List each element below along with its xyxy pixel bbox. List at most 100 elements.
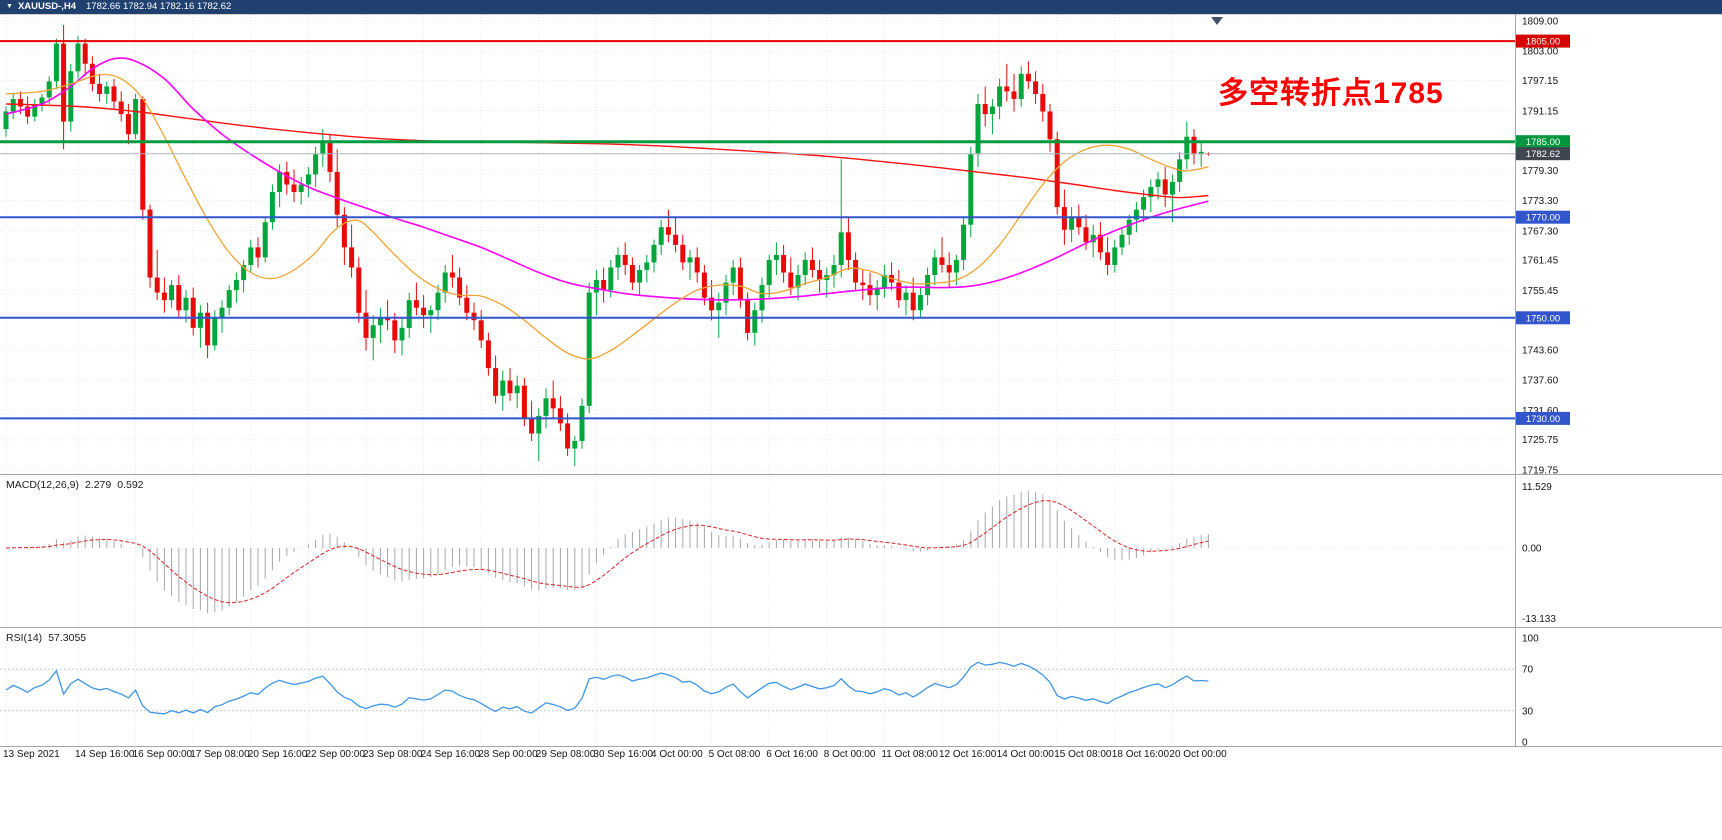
candle-bull [370, 315, 376, 361]
candle-bear [1097, 222, 1103, 260]
price-tick-label: 1809.00 [1522, 17, 1559, 28]
candle-bear [82, 38, 88, 77]
candle-bull [313, 146, 319, 187]
macd-axis-label: 11.529 [1522, 482, 1552, 493]
candle-bear [334, 149, 340, 228]
rsi-name: RSI(14) [6, 632, 43, 644]
candle-bear [507, 368, 513, 401]
chart-shift-marker-icon[interactable] [1211, 17, 1223, 25]
candle-bull [1112, 239, 1118, 273]
candle-bull [932, 249, 938, 286]
candle-bull [759, 277, 765, 323]
time-label: 16 Sep 00:00 [133, 749, 193, 760]
candle-bull [305, 166, 311, 198]
candle-bear [1105, 237, 1111, 275]
candle-bear [147, 204, 153, 288]
price-tag-1770.00[interactable]: 1770.00 [1516, 210, 1570, 224]
rsi-indicator-label: RSI(14) 57.3055 [6, 632, 86, 644]
candle-bear [601, 267, 607, 303]
annotation-text[interactable]: 多空转折点1785 [1218, 77, 1444, 110]
candle-bull [903, 285, 909, 316]
candle-bear [939, 237, 945, 273]
candle-bear [1191, 129, 1197, 165]
price-tag-1782.62[interactable]: 1782.62 [1516, 147, 1570, 161]
candle-bull [53, 38, 59, 89]
svg-text:1750.00: 1750.00 [1526, 313, 1560, 324]
time-label: 6 Oct 16:00 [766, 749, 818, 760]
time-label: 4 Oct 00:00 [651, 749, 703, 760]
price-tag-1730.00[interactable]: 1730.00 [1516, 411, 1570, 425]
candle-bull [1177, 151, 1183, 192]
candle-bear [363, 290, 369, 351]
macd-name: MACD(12,26,9) [6, 479, 79, 491]
candle-bull [1148, 179, 1154, 213]
candle-bull [802, 252, 808, 286]
rsi-axis-label: 30 [1522, 706, 1534, 717]
candle-bear [140, 96, 146, 220]
candle-bull [104, 81, 110, 104]
price-tick-label: 1725.75 [1522, 435, 1559, 446]
time-axis[interactable] [0, 746, 1515, 764]
candle-bull [399, 317, 405, 356]
candle-bear [284, 161, 290, 195]
candle-bull [241, 259, 247, 293]
candle-bear [1033, 71, 1039, 104]
candle-bear [449, 254, 455, 288]
candle-bull [428, 305, 434, 333]
candle-bull [795, 265, 801, 301]
rsi-axis-label: 70 [1522, 665, 1534, 676]
price-axis[interactable] [1516, 14, 1722, 746]
panel-borders [0, 13, 1722, 747]
price-tag-1750.00[interactable]: 1750.00 [1516, 311, 1570, 325]
candle-bear [205, 302, 211, 358]
candle-bull [586, 282, 592, 414]
horizontal-level-lines[interactable] [0, 40, 1515, 420]
rsi-value: 57.3055 [48, 632, 87, 644]
candle-bull [377, 307, 383, 343]
price-tags[interactable]: 1805.00 1785.00 1770.00 1750.00 1730.00 1782.… [1516, 34, 1570, 425]
candle-bull [1198, 141, 1204, 167]
ma-fast-orange [5, 73, 1209, 360]
candle-bull [572, 436, 578, 467]
price-tag-1805.00[interactable]: 1805.00 [1516, 34, 1570, 48]
time-label: 22 Sep 00:00 [305, 749, 365, 760]
candle-bull [579, 398, 585, 449]
candle-bull [32, 99, 38, 122]
chart-menu-arrow-icon[interactable]: ▼ [6, 3, 13, 10]
candle-bear [356, 257, 362, 323]
candle-bear [154, 249, 160, 301]
candle-bull [1126, 214, 1132, 245]
price-tick-label: 1779.30 [1522, 166, 1559, 177]
candle-bear [817, 259, 823, 293]
candle-bear [781, 244, 787, 283]
candle-bear [910, 277, 916, 321]
candle-bear [478, 310, 484, 348]
candle-bull [75, 36, 81, 79]
candle-bull [68, 63, 74, 132]
candle-bull [233, 272, 239, 303]
candle-bull [838, 159, 844, 278]
ma-mid-magenta [5, 57, 1209, 301]
candle-bear [629, 257, 635, 291]
svg-text:1730.00: 1730.00 [1526, 414, 1560, 425]
candle-bear [457, 267, 463, 306]
candle-bull [968, 146, 974, 238]
time-label: 14 Oct 00:00 [997, 749, 1055, 760]
candle-bull [723, 275, 729, 316]
candle-bear [982, 86, 988, 127]
candle-bear [190, 287, 196, 336]
candle-bull [10, 93, 16, 120]
candle-bull [543, 388, 549, 429]
candle-bull [248, 239, 254, 273]
candle-bear [291, 169, 297, 203]
candle-bear [665, 209, 671, 243]
price-tag-1785.00[interactable]: 1785.00 [1516, 135, 1570, 149]
candle-bull [1184, 121, 1190, 170]
price-tick-label: 1797.15 [1522, 76, 1559, 87]
candle-bear [161, 277, 167, 313]
candle-bull [1169, 174, 1175, 223]
price-tick-label: 1743.60 [1522, 345, 1559, 356]
time-label: 12 Oct 16:00 [939, 749, 997, 760]
macd-indicator-label: MACD(12,26,9) 2.279 0.592 [6, 479, 144, 491]
